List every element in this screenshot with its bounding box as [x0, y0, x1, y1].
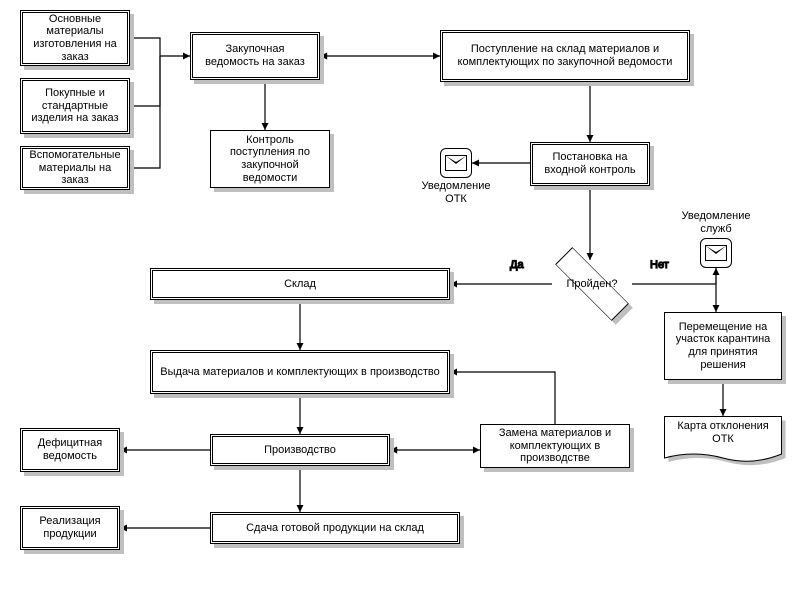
node-n12: Производство — [210, 434, 390, 466]
node-label: Перемещение на участок карантина для при… — [671, 321, 775, 372]
node-label: Закупочная ведомость на заказ — [199, 43, 311, 68]
node-label: Постановка на входной контроль — [539, 151, 641, 176]
node-label: Основные материалы изготовления на заказ — [29, 13, 121, 64]
node-label: Поступление на склад материалов и компле… — [449, 43, 681, 68]
node-n9: Пройден? — [552, 262, 632, 306]
node-label: Выдача материалов и комплектующих в прои… — [160, 366, 439, 379]
flowchart-canvas: Да Нет Основные материалы изготовления на… — [0, 0, 800, 611]
node-n4: Закупочная ведомость на заказ — [190, 32, 320, 80]
node-n14: Замена материалов и комплектующих в прои… — [480, 424, 630, 468]
svg-text:Нет: Нет — [650, 259, 669, 271]
icon-caption: Уведомление служб — [671, 210, 761, 235]
node-n1: Основные материалы изготовления на заказ — [20, 10, 130, 66]
node-n18: Перемещение на участок карантина для при… — [664, 312, 782, 380]
node-n5: Контроль поступления по закупочной ведом… — [210, 130, 330, 188]
node-label: Контроль поступления по закупочной ведом… — [217, 134, 323, 185]
node-n13: Дефицитная ведомость — [20, 428, 120, 472]
node-n7: Постановка на входной контроль — [530, 142, 650, 186]
node-label: Замена материалов и комплектующих в прои… — [487, 427, 623, 465]
node-n2: Покупные и стандартные изделия на заказ — [20, 78, 130, 134]
node-n11: Выдача материалов и комплектующих в прои… — [150, 350, 450, 394]
envelope-icon — [700, 238, 732, 268]
node-label: Вспомогательные материалы на заказ — [29, 149, 121, 187]
node-n16: Реализация продукции — [20, 506, 120, 550]
svg-text:Да: Да — [510, 259, 524, 271]
envelope-icon — [440, 148, 472, 178]
node-label: Покупные и стандартные изделия на заказ — [29, 87, 121, 125]
node-label: Сдача готовой продукции на склад — [246, 522, 424, 535]
icon-caption: Уведомление ОТК — [411, 180, 501, 205]
node-n10: Склад — [150, 268, 450, 300]
node-label: Производство — [264, 444, 336, 457]
node-n15: Сдача готовой продукции на склад — [210, 512, 460, 544]
node-label: Склад — [284, 278, 316, 291]
node-n3: Вспомогательные материалы на заказ — [20, 146, 130, 190]
node-label: Реализация продукции — [29, 515, 111, 540]
node-label: Карта отклонения ОТК — [668, 420, 778, 445]
node-label: Дефицитная ведомость — [29, 437, 111, 462]
node-n6: Поступление на склад материалов и компле… — [440, 30, 690, 82]
